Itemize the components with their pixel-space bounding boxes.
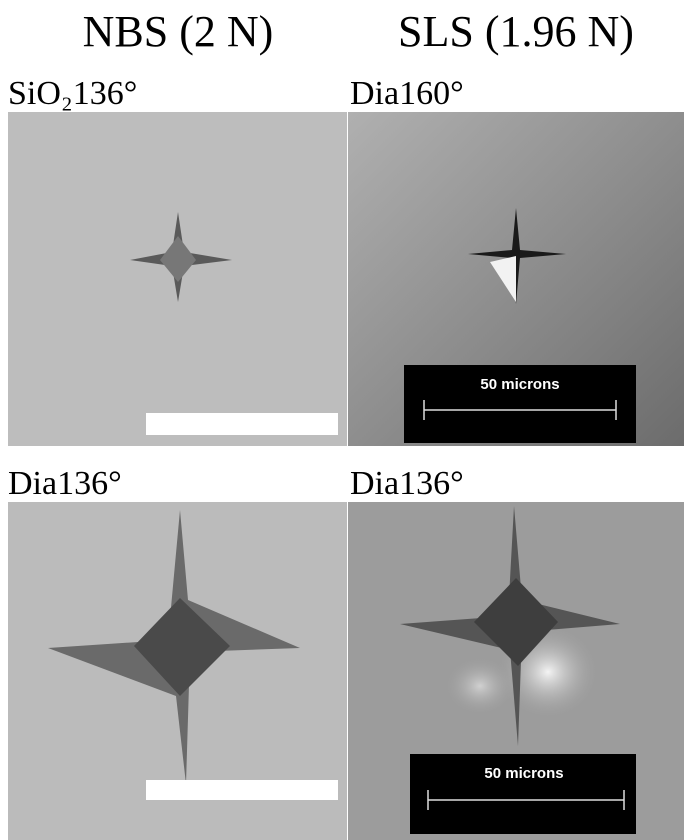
panel-label: Dia160°	[350, 75, 464, 112]
scale-bar	[146, 413, 338, 435]
scale-label: 50 microns	[484, 765, 563, 782]
micrograph: 50 microns	[348, 502, 684, 840]
micrograph	[8, 502, 347, 840]
scale-bar	[146, 780, 338, 800]
panel-label: SiO₂136°	[8, 75, 137, 112]
column-header: NBS (2 N)	[83, 7, 274, 56]
panel-label: Dia136°	[8, 465, 122, 502]
micrograph: 50 microns	[348, 112, 684, 446]
panel-label: Dia136°	[350, 465, 464, 502]
micrograph	[8, 112, 347, 446]
scale-label: 50 microns	[480, 376, 559, 393]
column-header: SLS (1.96 N)	[398, 7, 634, 56]
figure: NBS (2 N) SLS (1.96 N) SiO₂136° Dia160° …	[0, 0, 684, 840]
